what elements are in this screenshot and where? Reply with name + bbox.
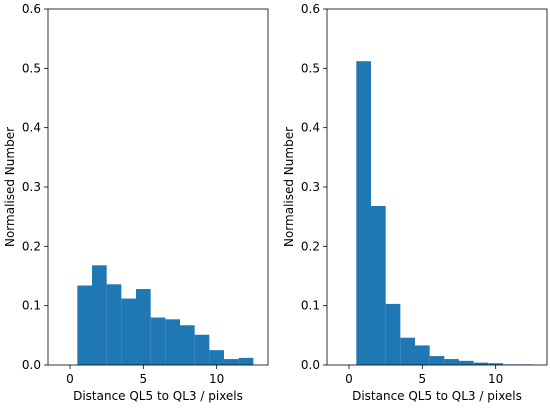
left-y-tick-label: 0.5 xyxy=(22,61,41,75)
right-bar-7 xyxy=(444,359,459,365)
right-y-tick-label: 0.6 xyxy=(301,2,320,16)
right-histogram-panel: 0 5 10 0.0 0.1 0.2 0.3 0.4 0.5 0.6 Distance QL5 … xyxy=(282,2,548,403)
right-bar-1 xyxy=(356,61,371,366)
left-bar-2 xyxy=(92,265,107,365)
right-bar-3 xyxy=(385,303,401,365)
right-y-tick-label: 0.3 xyxy=(301,180,320,194)
right-bar-4 xyxy=(400,337,415,365)
right-y-axis-label: Normalised Number xyxy=(282,127,296,247)
right-bar-6 xyxy=(429,356,445,365)
right-y-tick-label: 0.5 xyxy=(301,61,320,75)
left-bar-5 xyxy=(136,289,151,365)
right-x-tick-label: 5 xyxy=(419,372,427,386)
right-y-tick-label: 0.4 xyxy=(301,121,320,135)
left-y-tick-label: 0.2 xyxy=(22,239,41,253)
right-bar-10 xyxy=(488,363,503,365)
left-x-tick-label: 5 xyxy=(140,372,148,386)
left-y-tick-label: 0.3 xyxy=(22,180,41,194)
left-bar-3 xyxy=(106,284,122,365)
left-histogram-panel: 0 5 10 0.0 0.1 0.2 0.3 0.4 0.5 0.6 Distance QL5 … xyxy=(3,2,269,403)
right-bar-8 xyxy=(459,360,474,365)
right-y-tick-label: 0.1 xyxy=(301,299,320,313)
left-bar-11 xyxy=(224,359,239,365)
left-bar-10 xyxy=(209,350,224,365)
right-x-ticks: 0 5 10 xyxy=(345,365,503,386)
left-x-axis-label: Distance QL5 to QL3 / pixels xyxy=(73,389,243,403)
left-y-tick-label: 0.1 xyxy=(22,299,41,313)
left-y-tick-label: 0.6 xyxy=(22,2,41,16)
left-y-ticks: 0.0 0.1 0.2 0.3 0.4 0.5 0.6 xyxy=(22,2,48,372)
left-bar-6 xyxy=(150,317,166,365)
left-x-tick-label: 0 xyxy=(66,372,74,386)
right-x-tick-label: 0 xyxy=(345,372,353,386)
right-y-tick-label: 0.2 xyxy=(301,239,320,253)
right-y-tick-label: 0.0 xyxy=(301,358,320,372)
left-bar-9 xyxy=(194,334,210,365)
left-bar-7 xyxy=(165,319,180,365)
left-x-ticks: 0 5 10 xyxy=(66,365,224,386)
right-x-axis-label: Distance QL5 to QL3 / pixels xyxy=(352,389,522,403)
right-x-tick-label: 10 xyxy=(488,372,503,386)
left-bar-1 xyxy=(77,285,92,365)
left-y-tick-label: 0.4 xyxy=(22,121,41,135)
left-bar-4 xyxy=(121,298,136,365)
left-bar-12 xyxy=(238,357,254,365)
left-y-axis-label: Normalised Number xyxy=(3,127,17,247)
right-y-ticks: 0.0 0.1 0.2 0.3 0.4 0.5 0.6 xyxy=(301,2,327,372)
left-x-tick-label: 10 xyxy=(209,372,224,386)
left-bars xyxy=(77,265,254,365)
left-y-tick-label: 0.0 xyxy=(22,358,41,372)
left-bar-8 xyxy=(180,325,195,365)
right-bars xyxy=(356,61,533,366)
right-bar-9 xyxy=(473,362,489,365)
right-bar-2 xyxy=(371,205,386,365)
right-bar-5 xyxy=(415,345,430,365)
